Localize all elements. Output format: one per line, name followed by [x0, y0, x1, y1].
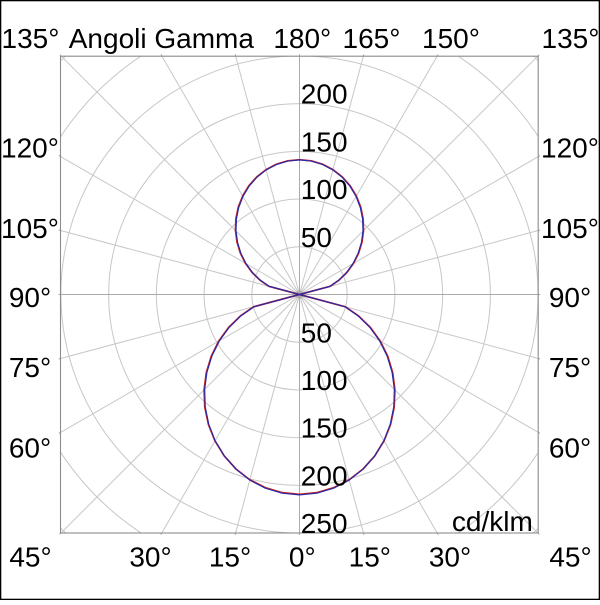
svg-text:105°: 105°: [1, 213, 59, 244]
svg-text:165°: 165°: [343, 23, 401, 54]
svg-text:Angoli Gamma: Angoli Gamma: [69, 23, 255, 54]
svg-text:45°: 45°: [9, 542, 51, 573]
svg-text:45°: 45°: [549, 542, 591, 573]
svg-text:cd/klm: cd/klm: [452, 506, 533, 537]
svg-text:50: 50: [301, 222, 332, 253]
svg-text:90°: 90°: [9, 282, 51, 313]
svg-text:50: 50: [301, 317, 332, 348]
svg-text:15°: 15°: [209, 542, 251, 573]
svg-text:30°: 30°: [429, 542, 471, 573]
svg-text:250: 250: [301, 508, 348, 539]
svg-text:75°: 75°: [9, 352, 51, 383]
svg-text:120°: 120°: [541, 133, 599, 164]
svg-text:60°: 60°: [9, 432, 51, 463]
svg-text:150: 150: [301, 413, 348, 444]
svg-text:0°: 0°: [289, 542, 316, 573]
svg-text:90°: 90°: [549, 282, 591, 313]
svg-text:150: 150: [301, 126, 348, 157]
svg-text:135°: 135°: [2, 23, 60, 54]
svg-text:200: 200: [301, 460, 348, 491]
svg-text:75°: 75°: [549, 352, 591, 383]
svg-text:180°: 180°: [273, 23, 331, 54]
svg-text:15°: 15°: [349, 542, 391, 573]
svg-text:150°: 150°: [422, 23, 480, 54]
svg-text:100: 100: [301, 174, 348, 205]
svg-text:200: 200: [301, 79, 348, 110]
svg-text:60°: 60°: [549, 432, 591, 463]
svg-text:100: 100: [301, 365, 348, 396]
svg-text:135°: 135°: [542, 23, 600, 54]
svg-text:105°: 105°: [541, 213, 599, 244]
svg-text:120°: 120°: [1, 133, 59, 164]
svg-text:30°: 30°: [129, 542, 171, 573]
